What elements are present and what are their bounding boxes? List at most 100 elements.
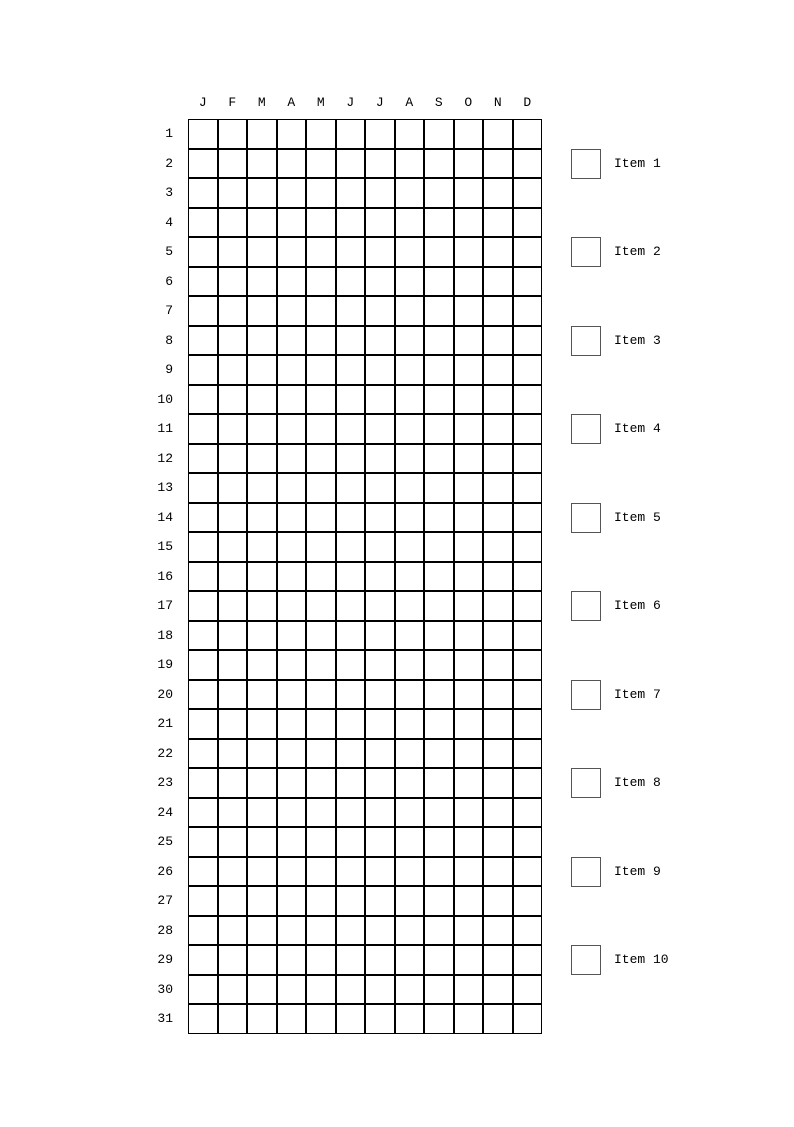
tracker-cell[interactable] (453, 443, 483, 473)
tracker-cell[interactable] (365, 679, 395, 709)
tracker-cell[interactable] (247, 856, 277, 886)
tracker-cell[interactable] (217, 473, 247, 503)
tracker-cell[interactable] (453, 237, 483, 267)
tracker-cell[interactable] (394, 237, 424, 267)
tracker-cell[interactable] (306, 443, 336, 473)
tracker-cell[interactable] (247, 1004, 277, 1034)
tracker-cell[interactable] (424, 915, 454, 945)
tracker-cell[interactable] (276, 237, 306, 267)
tracker-cell[interactable] (394, 591, 424, 621)
tracker-cell[interactable] (276, 797, 306, 827)
tracker-cell[interactable] (217, 709, 247, 739)
tracker-cell[interactable] (335, 738, 365, 768)
legend-color-box[interactable] (571, 856, 601, 887)
tracker-cell[interactable] (483, 768, 513, 798)
tracker-cell[interactable] (483, 620, 513, 650)
tracker-cell[interactable] (188, 797, 218, 827)
tracker-cell[interactable] (365, 856, 395, 886)
tracker-cell[interactable] (335, 473, 365, 503)
tracker-cell[interactable] (394, 325, 424, 355)
tracker-cell[interactable] (217, 827, 247, 857)
tracker-cell[interactable] (424, 355, 454, 385)
tracker-cell[interactable] (453, 296, 483, 326)
tracker-cell[interactable] (394, 473, 424, 503)
tracker-cell[interactable] (365, 945, 395, 975)
tracker-cell[interactable] (335, 827, 365, 857)
tracker-cell[interactable] (453, 738, 483, 768)
tracker-cell[interactable] (424, 827, 454, 857)
tracker-cell[interactable] (424, 709, 454, 739)
tracker-cell[interactable] (453, 974, 483, 1004)
tracker-cell[interactable] (512, 856, 542, 886)
tracker-cell[interactable] (424, 443, 454, 473)
tracker-cell[interactable] (453, 679, 483, 709)
tracker-cell[interactable] (335, 355, 365, 385)
legend-color-box[interactable] (571, 325, 601, 356)
tracker-cell[interactable] (247, 473, 277, 503)
tracker-cell[interactable] (276, 650, 306, 680)
tracker-cell[interactable] (394, 119, 424, 149)
tracker-cell[interactable] (217, 178, 247, 208)
tracker-cell[interactable] (306, 414, 336, 444)
tracker-cell[interactable] (453, 355, 483, 385)
tracker-cell[interactable] (453, 768, 483, 798)
tracker-cell[interactable] (394, 856, 424, 886)
tracker-cell[interactable] (483, 856, 513, 886)
tracker-cell[interactable] (276, 915, 306, 945)
tracker-cell[interactable] (306, 620, 336, 650)
tracker-cell[interactable] (424, 1004, 454, 1034)
tracker-cell[interactable] (306, 237, 336, 267)
tracker-cell[interactable] (276, 856, 306, 886)
tracker-cell[interactable] (217, 237, 247, 267)
tracker-cell[interactable] (276, 148, 306, 178)
tracker-cell[interactable] (276, 738, 306, 768)
tracker-cell[interactable] (365, 502, 395, 532)
tracker-cell[interactable] (247, 325, 277, 355)
tracker-cell[interactable] (306, 1004, 336, 1034)
tracker-cell[interactable] (276, 266, 306, 296)
tracker-cell[interactable] (453, 384, 483, 414)
tracker-cell[interactable] (424, 856, 454, 886)
tracker-cell[interactable] (453, 915, 483, 945)
tracker-cell[interactable] (365, 797, 395, 827)
tracker-cell[interactable] (365, 384, 395, 414)
tracker-cell[interactable] (276, 768, 306, 798)
tracker-cell[interactable] (217, 266, 247, 296)
tracker-cell[interactable] (512, 325, 542, 355)
tracker-cell[interactable] (188, 561, 218, 591)
tracker-cell[interactable] (335, 148, 365, 178)
tracker-cell[interactable] (217, 974, 247, 1004)
tracker-cell[interactable] (247, 650, 277, 680)
tracker-cell[interactable] (424, 237, 454, 267)
tracker-cell[interactable] (483, 915, 513, 945)
tracker-cell[interactable] (276, 119, 306, 149)
tracker-cell[interactable] (188, 945, 218, 975)
tracker-cell[interactable] (217, 738, 247, 768)
tracker-cell[interactable] (188, 266, 218, 296)
tracker-cell[interactable] (217, 886, 247, 916)
tracker-cell[interactable] (247, 207, 277, 237)
tracker-cell[interactable] (453, 207, 483, 237)
tracker-cell[interactable] (483, 827, 513, 857)
tracker-cell[interactable] (335, 384, 365, 414)
tracker-cell[interactable] (188, 119, 218, 149)
tracker-cell[interactable] (306, 473, 336, 503)
tracker-cell[interactable] (453, 797, 483, 827)
tracker-cell[interactable] (247, 561, 277, 591)
tracker-cell[interactable] (394, 207, 424, 237)
tracker-cell[interactable] (424, 148, 454, 178)
tracker-cell[interactable] (453, 148, 483, 178)
tracker-cell[interactable] (335, 325, 365, 355)
tracker-cell[interactable] (424, 207, 454, 237)
tracker-cell[interactable] (188, 738, 218, 768)
tracker-cell[interactable] (306, 886, 336, 916)
tracker-cell[interactable] (188, 709, 218, 739)
tracker-cell[interactable] (394, 915, 424, 945)
tracker-cell[interactable] (276, 473, 306, 503)
tracker-cell[interactable] (306, 591, 336, 621)
tracker-cell[interactable] (453, 945, 483, 975)
tracker-cell[interactable] (247, 296, 277, 326)
tracker-cell[interactable] (276, 620, 306, 650)
tracker-cell[interactable] (512, 620, 542, 650)
tracker-cell[interactable] (188, 384, 218, 414)
